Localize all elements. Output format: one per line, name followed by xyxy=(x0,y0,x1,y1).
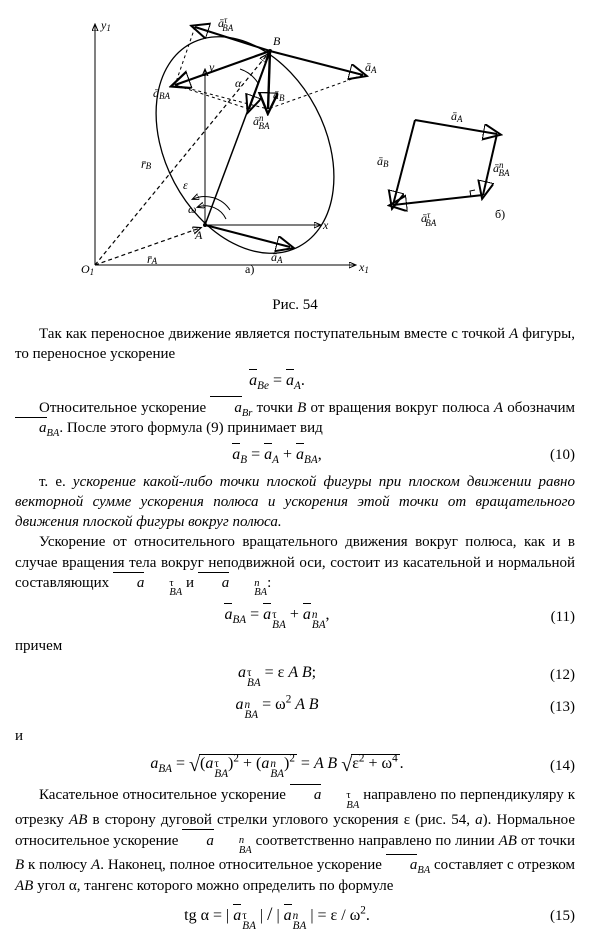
text: : xyxy=(267,575,271,591)
svg-text:āτBA: āτBA xyxy=(421,210,437,228)
var-B: B xyxy=(15,857,24,873)
var-AB: AB xyxy=(69,812,87,828)
para-5: причем xyxy=(15,636,575,656)
text: соответственно направлено по линии xyxy=(256,833,499,849)
ref-a: а xyxy=(475,812,483,828)
var-A: A xyxy=(509,326,518,342)
para-2: Относительное ускорение aBr точки B от в… xyxy=(15,398,575,439)
var-AB: AB xyxy=(499,833,517,849)
panel-a: O1 x1 y1 A x y r̄A r̄B ε xyxy=(81,15,377,284)
var-AB: AB xyxy=(15,878,33,894)
para-4: Ускорение от относительного вращательног… xyxy=(15,532,575,597)
text: Ускорение от относительного вращательног… xyxy=(15,534,575,591)
italic-statement: ускорение какой-либо точки плоской фигур… xyxy=(15,474,575,531)
svg-text:O1: O1 xyxy=(81,262,94,277)
eq-number: (13) xyxy=(539,697,575,717)
text: т. е. xyxy=(39,474,73,490)
text: . Наконец, полное относительное ускорени… xyxy=(100,857,386,873)
svg-text:āB: āB xyxy=(377,154,389,169)
var-B: B xyxy=(297,400,306,416)
figure-caption: Рис. 54 xyxy=(15,295,575,315)
text: Касательное относительное ускорение xyxy=(39,787,290,803)
svg-text:б): б) xyxy=(495,207,505,221)
text: обозначим xyxy=(507,400,575,416)
text: Так как переносное движение является пос… xyxy=(39,326,505,342)
eq-aBe: aBe = aA. xyxy=(15,370,575,392)
text: от точки xyxy=(521,833,575,849)
para-1: Так как переносное движение является пос… xyxy=(15,324,575,365)
text: и xyxy=(186,575,198,591)
text: угол α, тангенс которого можно определит… xyxy=(37,878,393,894)
svg-text:ω: ω xyxy=(188,202,196,216)
svg-text:āA: āA xyxy=(365,60,377,75)
eq-number: (14) xyxy=(539,756,575,776)
para-6: и xyxy=(15,726,575,746)
text: . После этого формула (9) принимает вид xyxy=(59,420,322,436)
text: точки xyxy=(257,400,298,416)
eq-11: aBA = aτBA + anBA, (11) xyxy=(15,604,575,630)
text: к полюсу xyxy=(28,857,91,873)
svg-text:x1: x1 xyxy=(358,260,369,275)
svg-text:ε: ε xyxy=(183,178,188,192)
svg-text:ānBA: ānBA xyxy=(493,160,510,178)
svg-text:B: B xyxy=(273,34,281,48)
figure-svg: O1 x1 y1 A x y r̄A r̄B ε xyxy=(75,15,515,285)
para-7: Касательное относительное ускорение aτBA… xyxy=(15,785,575,895)
eq-number: (12) xyxy=(539,665,575,685)
page: O1 x1 y1 A x y r̄A r̄B ε xyxy=(0,0,590,952)
panel-b: āB āA ānBA āτBA б) xyxy=(377,109,510,228)
var-A: A xyxy=(494,400,503,416)
eq-12: aτBA = ε A B; (12) xyxy=(15,662,575,688)
svg-text:āA: āA xyxy=(451,109,463,124)
eq-14: aBA = √(aτBA)2 + (anBA)2 = A B √ε2 + ω4.… xyxy=(15,752,575,779)
svg-text:a): a) xyxy=(245,262,254,276)
svg-text:āτBA: āτBA xyxy=(218,15,234,33)
text: Относительное ускорение xyxy=(39,400,210,416)
eq-number: (15) xyxy=(539,906,575,926)
text: в сторону дуговой стрелки углового ускор… xyxy=(93,812,476,828)
svg-text:āBA: āBA xyxy=(153,86,170,101)
svg-text:ānBA: ānBA xyxy=(253,113,270,131)
svg-text:r̄A: r̄A xyxy=(147,252,158,266)
eq-13: anBA = ω2 A B (13) xyxy=(15,694,575,720)
var-A: A xyxy=(91,857,100,873)
eq-10: aB = aA + aBA, (10) xyxy=(15,444,575,466)
svg-text:y1: y1 xyxy=(100,18,111,33)
svg-text:r̄B: r̄B xyxy=(141,157,152,171)
text: от вращения вокруг полюса xyxy=(311,400,494,416)
figure-54: O1 x1 y1 A x y r̄A r̄B ε xyxy=(15,15,575,316)
svg-text:āB: āB xyxy=(273,88,285,103)
text: составляет с отрезком xyxy=(434,857,575,873)
eq-number: (10) xyxy=(539,445,575,465)
svg-text:x: x xyxy=(322,218,329,232)
svg-text:α: α xyxy=(235,76,242,90)
eq-number: (11) xyxy=(539,607,575,627)
eq-15: tg α = | aτBA | / | anBA | = ε / ω2. (15… xyxy=(15,902,575,931)
para-3: т. е. ускорение какой-либо точки плоской… xyxy=(15,472,575,533)
